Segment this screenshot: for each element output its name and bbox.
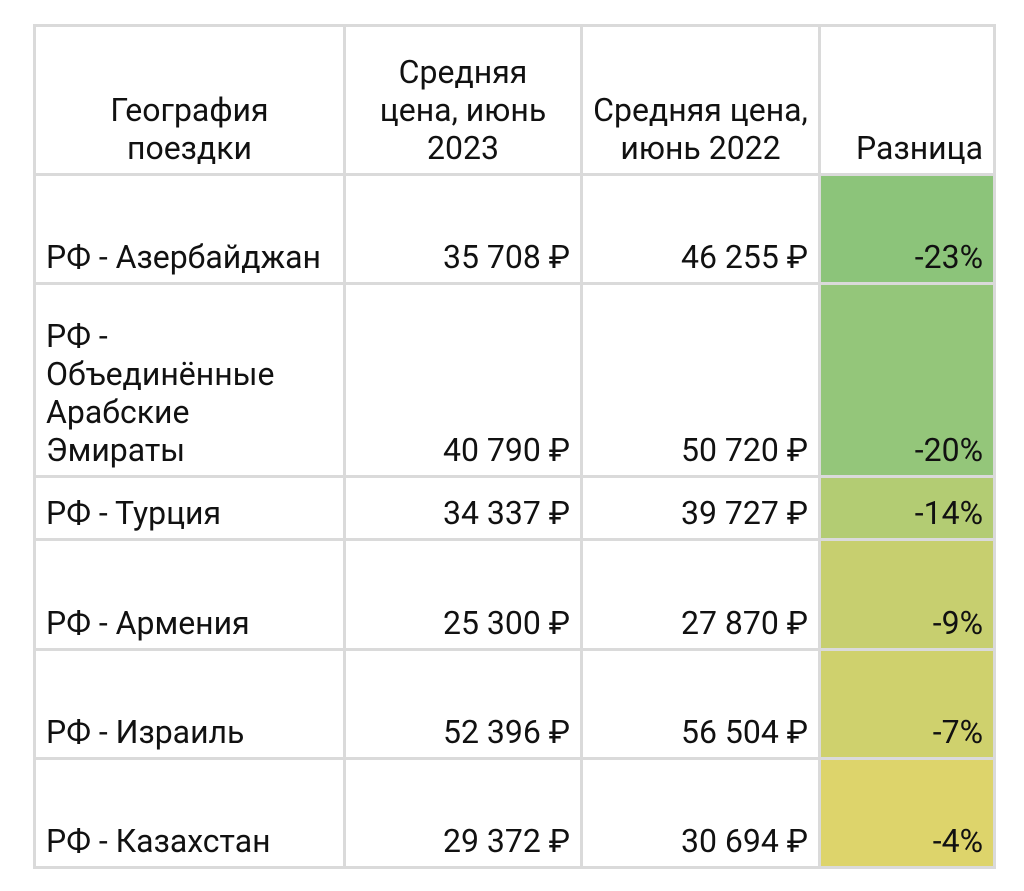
price-cell: 39 727 ₽ [580, 475, 821, 541]
difference-cell: -20% [818, 282, 996, 478]
price-cell: 29 372 ₽ [343, 757, 583, 869]
table-row: РФ - Объединённые Арабские Эмираты 40 790… [33, 282, 996, 478]
price-cell: 30 694 ₽ [580, 757, 821, 869]
table-row: РФ - Израиль 52 396 ₽56 504 ₽ -7% [33, 648, 996, 760]
table-row: РФ - Казахстан 29 372 ₽30 694 ₽ -4% [33, 757, 996, 869]
difference-cell: -23% [818, 173, 996, 285]
difference-cell: -9% [818, 538, 996, 651]
price-cell: 46 255 ₽ [580, 173, 821, 285]
table-row: РФ - Армения 25 300 ₽27 870 ₽ -9% [33, 538, 996, 651]
header-row: География поездки Средняя цена, июнь 2023… [33, 24, 996, 176]
route-cell: РФ - Армения [33, 538, 346, 651]
price-table: География поездки Средняя цена, июнь 2023… [33, 24, 996, 869]
header-cell: География поездки [33, 24, 346, 176]
difference-cell: -14% [818, 475, 996, 541]
price-cell: 50 720 ₽ [580, 282, 821, 478]
price-cell: 56 504 ₽ [580, 648, 821, 760]
price-cell: 40 790 ₽ [343, 282, 583, 478]
header-cell: Средняя цена, июнь 2022 [580, 24, 821, 176]
route-cell: РФ - Объединённые Арабские Эмираты [33, 282, 346, 478]
difference-cell: -4% [818, 757, 996, 869]
price-cell: 35 708 ₽ [343, 173, 583, 285]
price-cell: 52 396 ₽ [343, 648, 583, 760]
route-cell: РФ - Израиль [33, 648, 346, 760]
header-cell: Средняя цена, июнь 2023 [343, 24, 583, 176]
route-cell: РФ - Турция [33, 475, 346, 541]
route-cell: РФ - Казахстан [33, 757, 346, 869]
header-cell: Разница [818, 24, 996, 176]
price-cell: 25 300 ₽ [343, 538, 583, 651]
price-cell: 34 337 ₽ [343, 475, 583, 541]
difference-cell: -7% [818, 648, 996, 760]
route-cell: РФ - Азербайджан [33, 173, 346, 285]
table-row: РФ - Турция 34 337 ₽39 727 ₽ -14% [33, 475, 996, 541]
table-row: РФ - Азербайджан 35 708 ₽46 255 ₽ -23% [33, 173, 996, 285]
price-cell: 27 870 ₽ [580, 538, 821, 651]
